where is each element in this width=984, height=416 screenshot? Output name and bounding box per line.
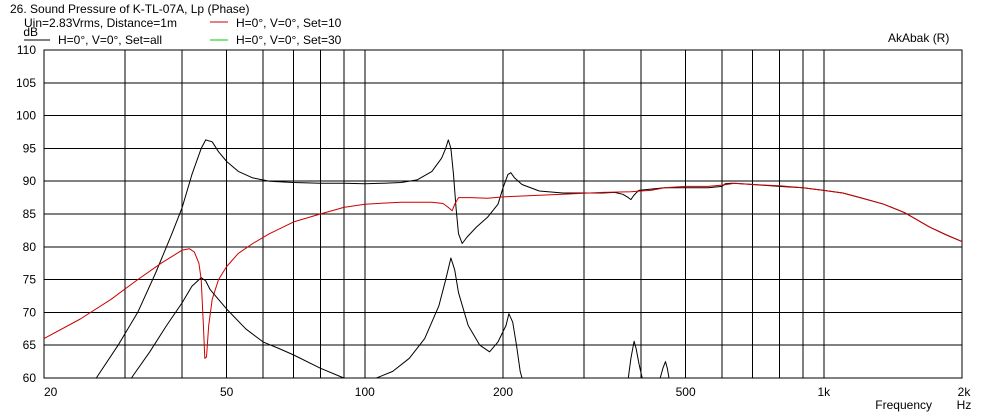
y-tick-label-85: 85: [23, 207, 37, 221]
legend-item-set-30: H=0°, V=0°, Set=30: [210, 33, 342, 47]
legend-label-set-all: H=0°, V=0°, Set=all: [58, 33, 162, 47]
chart-grid: [43, 49, 963, 379]
y-tick-label-90: 90: [23, 174, 37, 188]
y-tick-label-80: 80: [23, 240, 37, 254]
y-tick-label-75: 75: [23, 273, 37, 287]
chart-series: [43, 139, 963, 379]
x-tick-label-500: 500: [676, 385, 696, 399]
axis-ticks: 60 65 70 75 80 85 90 95 100 105 110 20 50 100 200 500 1k…: [16, 43, 971, 399]
x-axis-unit: Hz: [957, 398, 972, 412]
series-line-5: [627, 340, 643, 379]
y-tick-label-60: 60: [23, 371, 37, 385]
x-tick-label-2k: 2k: [958, 385, 972, 399]
x-tick-label-200: 200: [493, 385, 513, 399]
legend-item-set-10: H=0°, V=0°, Set=10: [210, 16, 342, 30]
y-axis-unit: dB: [23, 25, 38, 39]
y-tick-label-100: 100: [16, 109, 36, 123]
x-tick-label-100: 100: [355, 385, 375, 399]
conditions-label: Uin=2.83Vrms, Distance=1m: [24, 16, 177, 30]
plot-frame: [43, 49, 963, 379]
y-tick-label-70: 70: [23, 305, 37, 319]
x-tick-label-50: 50: [220, 385, 234, 399]
y-tick-label-95: 95: [23, 141, 37, 155]
x-tick-label-1k: 1k: [817, 385, 831, 399]
brand-label: AkAbak (R): [888, 31, 949, 45]
x-axis-label: Frequency: [875, 398, 932, 412]
chart-legend: H=0°, V=0°, Set=all H=0°, V=0°, Set=10 H…: [24, 16, 342, 47]
legend-label-set-10: H=0°, V=0°, Set=10: [236, 16, 342, 30]
y-tick-label-105: 105: [16, 76, 36, 90]
series-line-6: [659, 361, 670, 379]
legend-item-set-all: H=0°, V=0°, Set=all: [24, 33, 162, 47]
y-tick-label-110: 110: [17, 43, 36, 57]
series-line-3: [130, 277, 344, 379]
y-tick-label-65: 65: [23, 338, 37, 352]
chart-title: 26. Sound Pressure of K-TL-07A, Lp (Phas…: [10, 2, 249, 16]
x-tick-label-20: 20: [44, 385, 58, 399]
legend-label-set-30: H=0°, V=0°, Set=30: [236, 33, 342, 47]
series-line-1: [43, 182, 963, 359]
series-line-4: [376, 257, 523, 379]
